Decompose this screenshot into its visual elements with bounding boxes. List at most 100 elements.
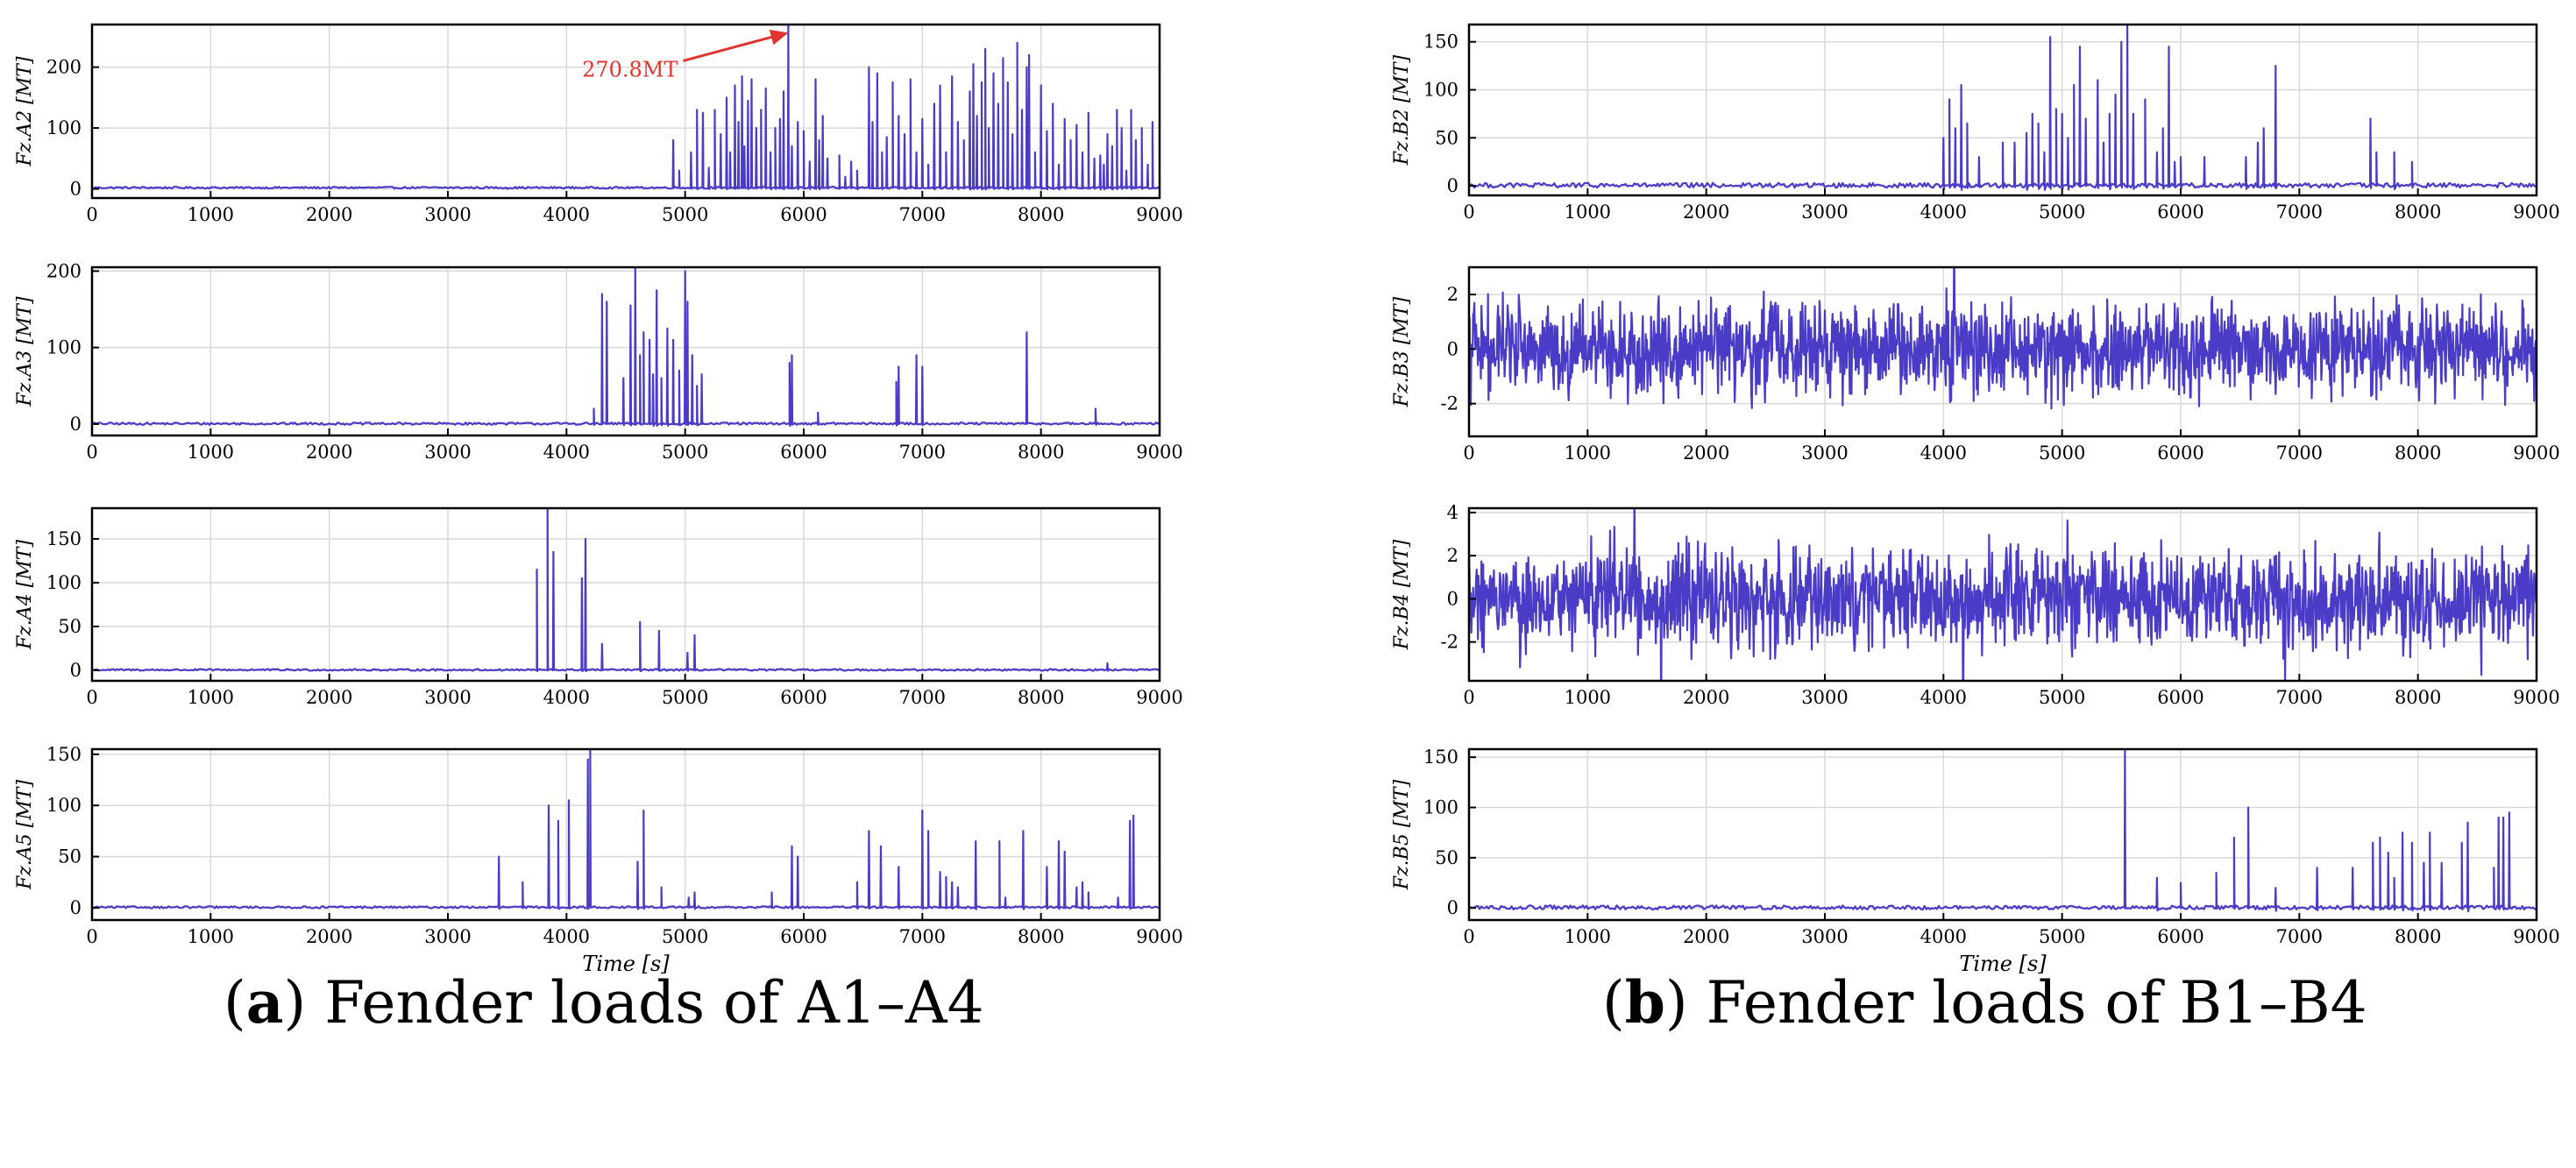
x-tick-label: 1000 bbox=[1565, 926, 1611, 947]
x-tick-label: 1000 bbox=[188, 926, 234, 947]
x-tick-label: 9000 bbox=[1136, 687, 1182, 708]
plot-frame bbox=[90, 747, 1161, 922]
x-tick-label: 3000 bbox=[424, 442, 471, 463]
x-axis-label: Time [s] bbox=[582, 952, 670, 976]
y-tick-label: 150 bbox=[1423, 32, 1458, 53]
caption-a: (a) Fender loads of A1–A4 bbox=[224, 968, 984, 1037]
x-tick-label: 4000 bbox=[543, 204, 590, 225]
y-tick-label: 150 bbox=[1423, 747, 1458, 768]
annotation-label: 270.8MT bbox=[582, 57, 678, 81]
x-tick-label: 4000 bbox=[543, 687, 590, 708]
series-line-b4 bbox=[1469, 508, 2537, 681]
x-tick-label: 8000 bbox=[1018, 687, 1064, 708]
x-tick-label: 1000 bbox=[1565, 202, 1611, 223]
x-tick-label: 4000 bbox=[543, 926, 590, 947]
y-axis-label: Fz.B4 [MT] bbox=[1391, 539, 1413, 650]
y-tick-label: -2 bbox=[1441, 393, 1458, 414]
x-tick-label: 7000 bbox=[899, 687, 946, 708]
x-tick-label: 0 bbox=[86, 926, 97, 947]
x-tick-label: 6000 bbox=[2157, 202, 2203, 223]
y-tick-label: 100 bbox=[46, 337, 82, 358]
x-tick-label: 9000 bbox=[1136, 442, 1182, 463]
y-tick-label: 2 bbox=[1447, 284, 1458, 305]
x-tick-label: 0 bbox=[1463, 926, 1474, 947]
series-line-a5 bbox=[92, 749, 1160, 910]
x-axis-label: Time [s] bbox=[1959, 952, 2047, 976]
y-tick-label: 100 bbox=[46, 117, 82, 138]
series-line-a3 bbox=[92, 267, 1160, 428]
x-tick-label: 9000 bbox=[2513, 926, 2559, 947]
x-tick-label: 7000 bbox=[899, 442, 946, 463]
x-tick-label: 4000 bbox=[1920, 926, 1967, 947]
y-tick-label: 200 bbox=[46, 57, 82, 78]
y-tick-label: 100 bbox=[46, 572, 82, 593]
y-tick-label: 0 bbox=[1447, 588, 1458, 609]
y-axis-label: Fz.B5 [MT] bbox=[1391, 779, 1413, 890]
y-tick-label: -2 bbox=[1441, 632, 1458, 653]
chart-panel-a5: 0 1000 2000 3000 4000 5000 6000 7000 8000 9000 0 50… bbox=[14, 744, 1183, 976]
x-tick-label: 7000 bbox=[2276, 687, 2323, 708]
x-tick-label: 8000 bbox=[2395, 442, 2441, 464]
annotation-arrow-line bbox=[683, 33, 778, 62]
annotation-arrow-head bbox=[769, 29, 789, 46]
x-tick-label: 6000 bbox=[780, 442, 827, 463]
y-axis-label: Fz.A2 [MT] bbox=[14, 56, 36, 167]
x-tick-label: 2000 bbox=[306, 926, 352, 947]
chart-panel-b2: 0 1000 2000 3000 4000 5000 6000 7000 8000 9000 0 50… bbox=[1391, 23, 2560, 223]
y-axis-label: Fz.A4 [MT] bbox=[14, 540, 36, 651]
series-line-b5 bbox=[1469, 749, 2537, 913]
x-tick-label: 7000 bbox=[2276, 926, 2323, 947]
x-tick-label: 7000 bbox=[2276, 202, 2323, 223]
y-tick-label: 100 bbox=[1423, 79, 1458, 100]
caption-b: (b) Fender loads of B1–B4 bbox=[1602, 968, 2367, 1037]
caption-b-letter: b bbox=[1624, 968, 1665, 1037]
chart-panel-a4: 0 1000 2000 3000 4000 5000 6000 7000 8000 9000 0 50… bbox=[14, 506, 1183, 708]
x-tick-label: 5000 bbox=[2039, 687, 2085, 708]
x-tick-label: 0 bbox=[86, 687, 97, 708]
y-tick-label: 150 bbox=[46, 528, 82, 549]
x-tick-label: 7000 bbox=[899, 926, 946, 947]
y-axis-label: Fz.B2 [MT] bbox=[1391, 54, 1413, 166]
x-tick-label: 3000 bbox=[424, 687, 471, 708]
plot-frame bbox=[90, 265, 1161, 437]
y-tick-label: 50 bbox=[58, 616, 82, 637]
x-tick-label: 5000 bbox=[662, 687, 708, 708]
y-tick-label: 0 bbox=[70, 179, 82, 200]
y-tick-label: 0 bbox=[1447, 338, 1458, 359]
x-tick-label: 2000 bbox=[1683, 442, 1729, 464]
x-tick-label: 4000 bbox=[1920, 442, 1967, 464]
x-tick-label: 6000 bbox=[780, 687, 827, 708]
x-tick-label: 6000 bbox=[2157, 926, 2203, 947]
x-tick-label: 8000 bbox=[1018, 204, 1064, 225]
x-tick-label: 2000 bbox=[1683, 202, 1729, 223]
x-tick-label: 6000 bbox=[780, 926, 827, 947]
x-tick-label: 3000 bbox=[1801, 687, 1848, 708]
x-tick-label: 0 bbox=[1463, 202, 1474, 223]
y-tick-label: 0 bbox=[70, 414, 82, 435]
x-tick-label: 4000 bbox=[1920, 687, 1967, 708]
caption-a-letter: a bbox=[245, 968, 284, 1037]
plot-frame bbox=[90, 506, 1161, 683]
x-tick-label: 5000 bbox=[2039, 926, 2085, 947]
y-axis-label: Fz.B3 [MT] bbox=[1391, 296, 1413, 407]
x-tick-label: 9000 bbox=[2513, 687, 2559, 708]
x-tick-label: 7000 bbox=[2276, 442, 2323, 464]
y-tick-label: 0 bbox=[70, 660, 82, 681]
x-tick-label: 8000 bbox=[1018, 442, 1064, 463]
y-tick-label: 4 bbox=[1447, 502, 1458, 523]
x-tick-label: 9000 bbox=[1136, 926, 1182, 947]
x-tick-label: 7000 bbox=[899, 204, 946, 225]
y-tick-label: 50 bbox=[58, 846, 82, 867]
x-tick-label: 5000 bbox=[2039, 442, 2085, 464]
x-tick-label: 2000 bbox=[306, 442, 352, 463]
x-tick-label: 2000 bbox=[1683, 926, 1729, 947]
x-tick-label: 0 bbox=[86, 442, 97, 463]
series-line-b3 bbox=[1469, 267, 2537, 410]
x-tick-label: 1000 bbox=[1565, 442, 1611, 464]
x-tick-label: 6000 bbox=[2157, 687, 2203, 708]
chart-panel-a2: 0 1000 2000 3000 4000 5000 6000 7000 8000 9000 0 10… bbox=[14, 23, 1183, 225]
y-tick-label: 0 bbox=[1447, 175, 1458, 196]
x-tick-label: 9000 bbox=[2513, 442, 2559, 464]
x-tick-label: 5000 bbox=[2039, 202, 2085, 223]
